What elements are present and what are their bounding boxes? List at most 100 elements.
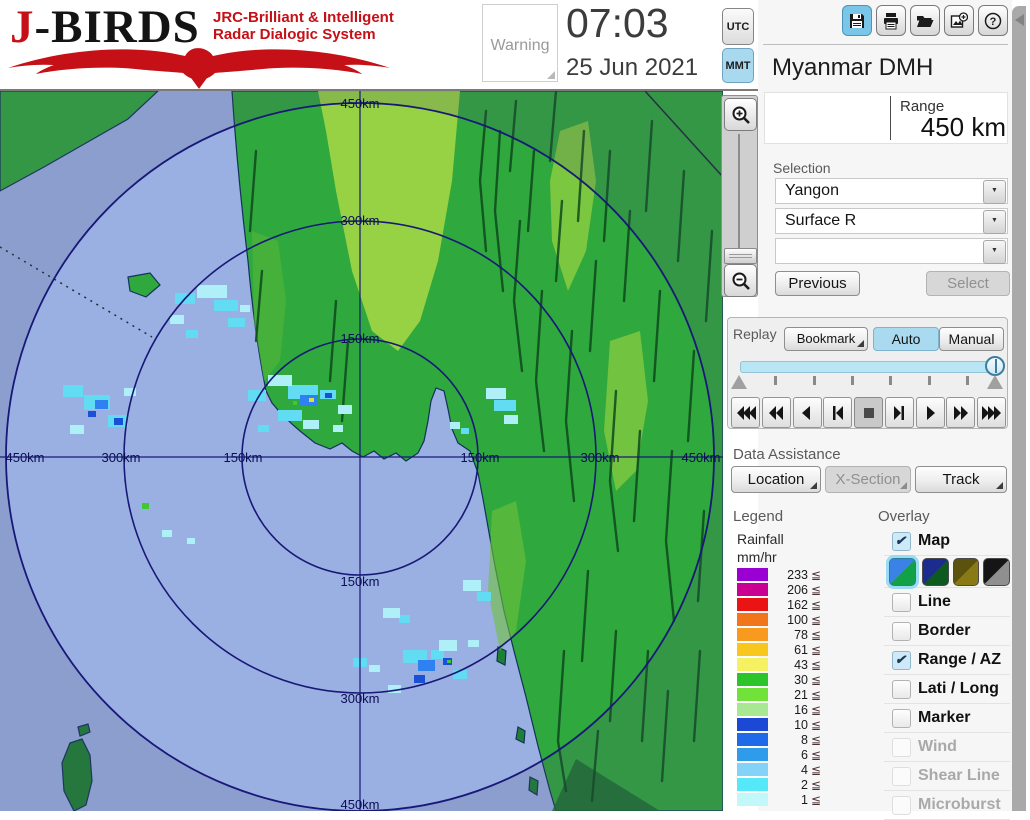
chevron-down-icon[interactable] <box>983 180 1006 204</box>
legend-row: 8 ≦ <box>737 733 821 747</box>
export-image-button[interactable] <box>944 5 974 36</box>
svg-text:?: ? <box>990 16 997 28</box>
checkbox-disabled-icon <box>892 737 911 757</box>
range-value: 450 km <box>920 112 1006 142</box>
header-bar: J-BIRDS JRC-Brilliant & Intelligent Rada… <box>0 0 758 91</box>
rainfall-scale: 233 ≦ 206 ≦ 162 ≦ 100 ≦ 78 ≦ 61 ≦ 43 ≦ 30 ≦ 21 ≦ … <box>737 568 821 808</box>
overlay-item-border[interactable]: Border <box>884 617 1010 646</box>
location-button[interactable]: Location <box>731 466 821 493</box>
step-forward-button[interactable] <box>884 397 914 428</box>
replay-label: Replay <box>733 326 777 342</box>
checkbox-checked-icon[interactable] <box>892 531 911 551</box>
site-dropdown[interactable]: Yangon <box>775 178 1008 204</box>
checkbox-icon[interactable] <box>892 708 911 728</box>
overlay-item-marker[interactable]: Marker <box>884 704 1010 733</box>
station-title: Myanmar DMH <box>772 54 934 81</box>
checkbox-icon[interactable] <box>892 592 911 612</box>
checkbox-icon[interactable] <box>892 621 911 641</box>
product-dropdown[interactable]: Surface R <box>775 208 1008 234</box>
zoom-in-icon <box>732 106 750 124</box>
fast-rewind-triple-button[interactable] <box>731 397 760 428</box>
export-image-icon <box>950 11 968 28</box>
mmt-button[interactable]: MMT <box>722 48 754 83</box>
fast-forward-double-icon <box>953 405 968 420</box>
svg-text:150km: 150km <box>223 450 262 465</box>
logo-birds: -BIRDS <box>34 1 200 53</box>
overlay-item-range-az[interactable]: Range / AZ <box>884 646 1010 675</box>
app-logo-title: J-BIRDS <box>10 0 200 54</box>
fast-forward-triple-icon <box>981 405 1001 420</box>
step-backward-button[interactable] <box>823 397 853 428</box>
legend-row: 233 ≦ <box>737 568 821 582</box>
panel-collapse-icon[interactable] <box>1015 14 1024 26</box>
select-button[interactable]: Select <box>926 271 1010 296</box>
slider-end-marker[interactable] <box>987 375 1003 389</box>
open-folder-icon <box>917 15 934 27</box>
legend-row: 6 ≦ <box>737 748 821 762</box>
map-style-navy-darkgreen[interactable] <box>921 557 949 586</box>
fast-forward-triple-button[interactable] <box>977 397 1006 428</box>
replay-slider-track[interactable] <box>740 361 997 373</box>
option-dropdown[interactable] <box>775 238 1008 264</box>
help-button[interactable]: ? <box>978 5 1008 36</box>
svg-text:450km: 450km <box>5 450 44 465</box>
svg-text:450km: 450km <box>681 450 720 465</box>
selection-label: Selection <box>773 160 831 176</box>
overlay-options: Map Line Border Range / AZ Lati / Long M… <box>884 527 1010 820</box>
fast-rewind-double-button[interactable] <box>761 397 791 428</box>
legend-row: 1 ≦ <box>737 793 821 807</box>
chevron-down-icon[interactable] <box>983 240 1006 264</box>
chevron-down-icon[interactable] <box>983 210 1006 234</box>
auto-button[interactable]: Auto <box>873 327 939 351</box>
radar-map[interactable]: 450km 300km 150km 150km 300km 450km 450k… <box>0 91 723 811</box>
legend-title: Rainfall <box>737 531 784 547</box>
clock-date: 25 Jun 2021 <box>566 54 699 81</box>
svg-text:300km: 300km <box>340 691 379 706</box>
header-divider <box>763 44 1008 45</box>
print-button[interactable] <box>876 5 906 36</box>
step-forward-icon <box>894 405 905 420</box>
slider-start-marker[interactable] <box>731 375 747 389</box>
stop-button[interactable] <box>854 397 883 428</box>
zoom-in-button[interactable] <box>724 98 757 131</box>
legend-row: 2 ≦ <box>737 778 821 792</box>
zoom-out-button[interactable] <box>724 264 757 297</box>
map-style-black-gray[interactable] <box>983 557 1010 586</box>
save-button[interactable] <box>842 5 872 36</box>
legend-row: 43 ≦ <box>737 658 821 672</box>
svg-text:450km: 450km <box>340 96 379 111</box>
open-folder-button[interactable] <box>910 5 940 36</box>
warning-panel[interactable]: Warning <box>482 4 558 82</box>
map-style-blue-green[interactable] <box>889 557 916 586</box>
overlay-item-lati-long[interactable]: Lati / Long <box>884 675 1010 704</box>
play-backward-button[interactable] <box>792 397 822 428</box>
panel-scroll-strip[interactable] <box>1012 6 1026 811</box>
range-ring-labels: 450km 300km 150km 150km 300km 450km 450k… <box>5 96 720 811</box>
checkbox-icon[interactable] <box>892 679 911 699</box>
corner-menu-icon <box>900 482 907 489</box>
track-button[interactable]: Track <box>915 466 1007 493</box>
utc-button[interactable]: UTC <box>722 8 754 45</box>
product-dropdown-value: Surface R <box>785 212 857 229</box>
svg-text:450km: 450km <box>340 797 379 811</box>
manual-button[interactable]: Manual <box>939 327 1004 351</box>
replay-slider-handle[interactable] <box>985 356 1005 376</box>
zoom-slider-handle[interactable] <box>724 248 757 264</box>
zoom-slider-track[interactable] <box>738 134 740 249</box>
logo-letter-j: J <box>10 1 35 53</box>
svg-text:150km: 150km <box>340 331 379 346</box>
previous-button[interactable]: Previous <box>775 271 860 296</box>
play-forward-icon <box>927 405 935 420</box>
checkbox-checked-icon[interactable] <box>892 650 911 670</box>
fast-forward-double-button[interactable] <box>946 397 976 428</box>
overlay-item-map[interactable]: Map <box>884 527 1010 556</box>
step-backward-icon <box>832 405 843 420</box>
resize-gripper-icon[interactable] <box>547 71 555 79</box>
bookmark-button[interactable]: Bookmark <box>784 327 868 351</box>
overlay-item-line[interactable]: Line <box>884 588 1010 617</box>
legend-row: 4 ≦ <box>737 763 821 777</box>
range-divider <box>890 96 891 140</box>
map-style-olive-dark[interactable] <box>952 557 980 586</box>
play-forward-button[interactable] <box>915 397 945 428</box>
xsection-button[interactable]: X-Section <box>825 466 911 493</box>
